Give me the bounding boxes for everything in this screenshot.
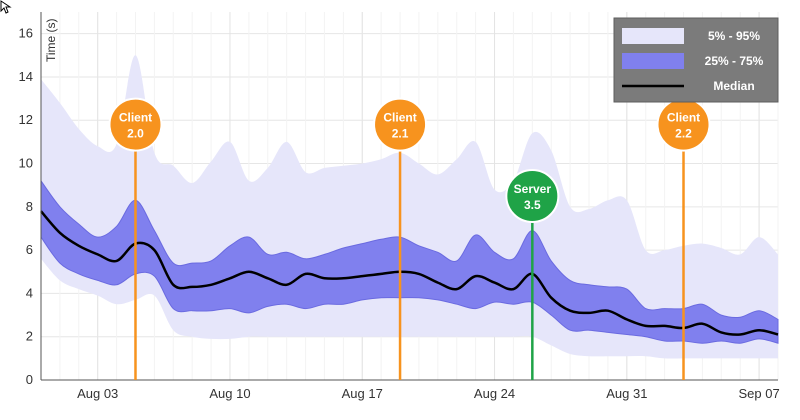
annotation-marker: [108, 97, 163, 152]
axes: 0 2 4 6 8 10 12 14 16 Aug 03 Aug 10 Aug 17 Aug 24 Aug…: [19, 12, 780, 401]
mouse-cursor-icon: [0, 0, 12, 14]
x-tick-label: Aug 31: [606, 386, 647, 401]
annotation-marker: [505, 169, 560, 223]
y-tick-label: 2: [26, 329, 33, 344]
chart-legend: 5% - 95% 25% - 75% Median: [613, 17, 779, 103]
legend-swatch: [622, 28, 684, 44]
annotation-version: 2.1: [392, 127, 409, 141]
legend-label: 25% - 75%: [705, 54, 764, 68]
median-line-group: [40, 210, 779, 336]
annotation-label: Client: [667, 111, 700, 125]
x-tick-label: Aug 10: [209, 386, 250, 401]
x-tick-label: Aug 03: [77, 386, 118, 401]
x-tick-label: Sep 07: [739, 386, 780, 401]
y-tick-label: 6: [26, 242, 33, 257]
y-axis-title: Time (s): [44, 18, 58, 62]
y-tick-label: 4: [26, 285, 33, 300]
annotation-label: Client: [119, 111, 152, 125]
annotation-marker: [373, 97, 428, 152]
y-tick-label: 0: [26, 372, 33, 387]
x-tick-label: Aug 17: [342, 386, 383, 401]
x-tick-label: Aug 24: [474, 386, 515, 401]
legend-label: 5% - 95%: [708, 29, 760, 43]
band-25-75: [40, 179, 779, 344]
legend-label: Median: [713, 79, 754, 93]
y-tick-label: 12: [19, 112, 33, 127]
legend-swatch: [622, 53, 684, 69]
release-annotations: Client 2.0 Client 2.1 Server 3.5 Client 2.2: [108, 97, 711, 380]
annotation-version: 2.2: [675, 127, 692, 141]
y-tick-label: 8: [26, 199, 33, 214]
median-line: [40, 210, 779, 336]
annotation-version: 3.5: [524, 198, 541, 212]
y-tick-label: 10: [19, 156, 33, 171]
y-tick-label: 14: [19, 69, 33, 84]
annotation-label: Server: [514, 182, 552, 196]
percentile-bands: [40, 55, 779, 359]
annotation-label: Client: [383, 111, 416, 125]
y-tick-label: 16: [19, 26, 33, 41]
annotation-version: 2.0: [127, 127, 144, 141]
